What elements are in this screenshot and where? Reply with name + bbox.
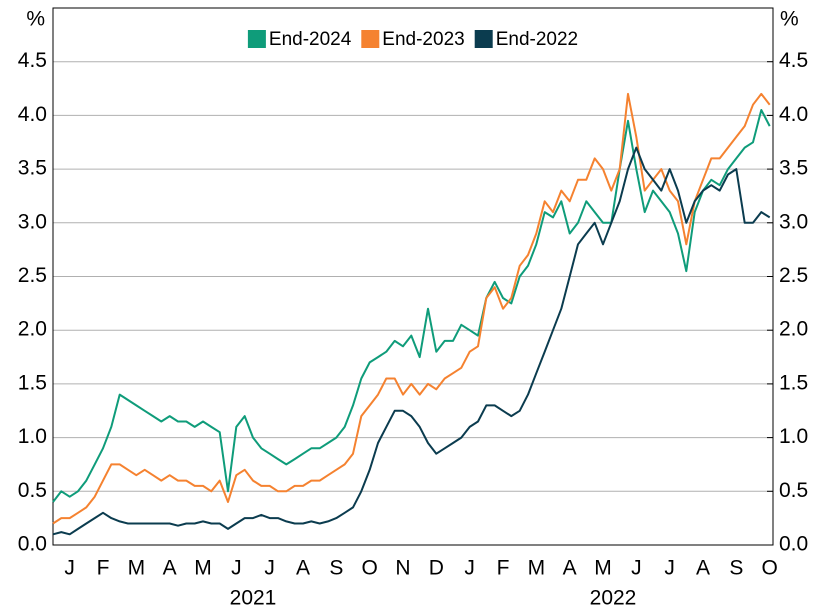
legend-label: End-2023 [382, 29, 464, 50]
legend-label: End-2024 [269, 29, 352, 50]
y-tick-label: 4.0 [18, 103, 47, 126]
x-tick-label: J [64, 557, 75, 580]
series-line [52, 146, 771, 536]
x-tick-label: J [264, 557, 275, 580]
y2-tick-label: 1.0 [779, 425, 808, 448]
x-tick-label: J [631, 557, 642, 580]
y-tick-label: 1.0 [18, 425, 47, 448]
y2-tick-label: 2.5 [779, 264, 808, 287]
series-line [52, 109, 771, 503]
legend: End-2024 End-2023 End-2022 [247, 29, 578, 50]
x-tick-label: A [563, 557, 577, 580]
series-line [52, 92, 771, 525]
x-tick-label: J [664, 557, 675, 580]
y2-unit: % [780, 8, 799, 31]
x-tick-label: M [594, 557, 612, 580]
x-tick-label: A [296, 557, 310, 580]
y2-tick-label: 3.5 [779, 157, 808, 180]
y2-tick-label: 1.5 [779, 371, 808, 394]
x-tick-label: O [361, 557, 377, 580]
y-tick-label: 0.0 [18, 533, 47, 556]
y-tick-label: 2.0 [18, 318, 47, 341]
y-tick-label: 4.5 [18, 49, 47, 72]
x-tick-label: S [329, 557, 343, 580]
x-tick-label: O [761, 557, 777, 580]
x-tick-label: N [395, 557, 410, 580]
y-tick-label: 1.5 [18, 371, 47, 394]
legend-swatch [474, 30, 493, 48]
x-tick-label: M [528, 557, 546, 580]
x-tick-label: D [429, 557, 444, 580]
y2-tick-label: 2.0 [779, 318, 808, 341]
year-label: 2021 [230, 587, 277, 610]
x-tick-label: A [163, 557, 177, 580]
legend-label: End-2022 [496, 29, 578, 50]
legend-bg [243, 26, 583, 52]
y2-tick-label: 4.0 [779, 103, 808, 126]
x-tick-label: S [729, 557, 743, 580]
y2-tick-label: 3.0 [779, 210, 808, 233]
x-tick-label: J [464, 557, 475, 580]
year-label: 2022 [590, 587, 637, 610]
plot-frame [52, 7, 774, 546]
y-tick-label: 3.0 [18, 210, 47, 233]
legend-swatch [361, 30, 380, 48]
y-tick-label: 2.5 [18, 264, 47, 287]
x-tick-label: M [194, 557, 212, 580]
x-tick-label: J [231, 557, 242, 580]
x-tick-label: F [497, 557, 510, 580]
x-tick-label: F [97, 557, 110, 580]
y2-tick-label: 4.5 [779, 49, 808, 72]
y-tick-label: 3.5 [18, 157, 47, 180]
y-unit: % [26, 8, 45, 31]
y2-tick-label: 0.0 [779, 533, 808, 556]
x-tick-label: A [696, 557, 710, 580]
y2-tick-label: 0.5 [779, 479, 808, 502]
x-tick-label: M [128, 557, 146, 580]
y-tick-label: 0.5 [18, 479, 47, 502]
legend-swatch [247, 30, 266, 48]
